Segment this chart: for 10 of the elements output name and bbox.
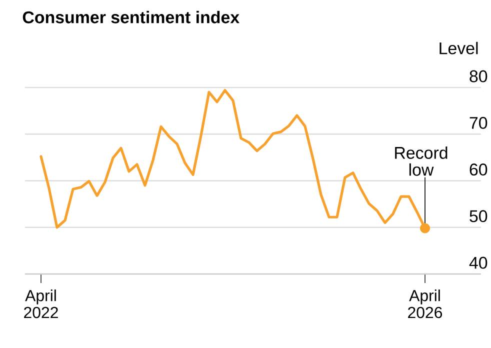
y-tick-label: 70 <box>470 116 488 129</box>
x-tick-label: April 2026 <box>408 290 442 318</box>
y-axis-title: Level <box>440 42 478 54</box>
y-tick-label: 80 <box>470 70 488 82</box>
y-tick-label: 60 <box>470 164 488 176</box>
y-tick-label: 50 <box>470 210 488 222</box>
chart-title: Consumer sentiment index <box>22 10 240 24</box>
y-tick-label: 40 <box>469 256 488 269</box>
annotation: Record low <box>395 146 448 176</box>
x-tick-label: April 2022 <box>24 290 58 318</box>
